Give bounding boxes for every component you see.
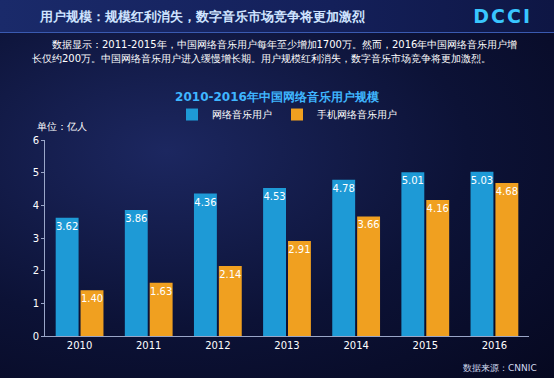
svg-text:2.91: 2.91 bbox=[288, 244, 310, 255]
svg-text:5.03: 5.03 bbox=[471, 175, 493, 186]
html-text:DCCI: DCCI bbox=[473, 5, 532, 27]
svg-text:手机网络音乐用户: 手机网络音乐用户 bbox=[317, 109, 397, 120]
svg-text:4.16: 4.16 bbox=[427, 203, 449, 214]
svg-text:1.40: 1.40 bbox=[81, 293, 103, 304]
svg-text:2015: 2015 bbox=[413, 340, 438, 351]
svg-text:数据来源：CNNIC: 数据来源：CNNIC bbox=[463, 363, 537, 373]
svg-text:6: 6 bbox=[33, 135, 39, 146]
svg-text:0: 0 bbox=[33, 331, 39, 342]
svg-text:2010-2016年中国网络音乐用户规模: 2010-2016年中国网络音乐用户规模 bbox=[175, 90, 379, 104]
svg-text:1: 1 bbox=[33, 298, 39, 309]
svg-text:2: 2 bbox=[33, 265, 39, 276]
svg-text:3.66: 3.66 bbox=[357, 219, 379, 230]
svg-text:2016: 2016 bbox=[482, 340, 507, 351]
svg-text:4: 4 bbox=[33, 200, 39, 211]
svg-text:2011: 2011 bbox=[136, 340, 161, 351]
svg-text:2013: 2013 bbox=[274, 340, 299, 351]
svg-text:2014: 2014 bbox=[343, 340, 368, 351]
svg-text:单位：亿人: 单位：亿人 bbox=[37, 121, 87, 132]
svg-text:5.01: 5.01 bbox=[402, 175, 424, 186]
svg-text:5: 5 bbox=[33, 167, 39, 178]
svg-text:1.63: 1.63 bbox=[150, 286, 172, 297]
svg-text:2012: 2012 bbox=[205, 340, 230, 351]
svg-text:3.62: 3.62 bbox=[56, 221, 78, 232]
svg-text:4.53: 4.53 bbox=[263, 191, 285, 202]
svg-text:网络音乐用户: 网络音乐用户 bbox=[212, 109, 272, 120]
html-text:数据显示：2011-2015年，中国网络音乐用户每年至少增加: 数据显示：2011-2015年，中国网络音乐用户每年至少增加1700万。然而，2… bbox=[32, 39, 518, 64]
svg-text:3.86: 3.86 bbox=[125, 213, 147, 224]
svg-text:2010: 2010 bbox=[67, 340, 92, 351]
svg-text:4.78: 4.78 bbox=[333, 183, 355, 194]
svg-text:4.68: 4.68 bbox=[496, 186, 518, 197]
svg-text:2.14: 2.14 bbox=[219, 269, 241, 280]
svg-text:3: 3 bbox=[33, 233, 39, 244]
svg-text:4.36: 4.36 bbox=[194, 197, 216, 208]
html-text:用户规模：规模红利消失，数字音乐市场竞争将更加激烈: 用户规模：规模红利消失，数字音乐市场竞争将更加激烈 bbox=[40, 9, 365, 24]
